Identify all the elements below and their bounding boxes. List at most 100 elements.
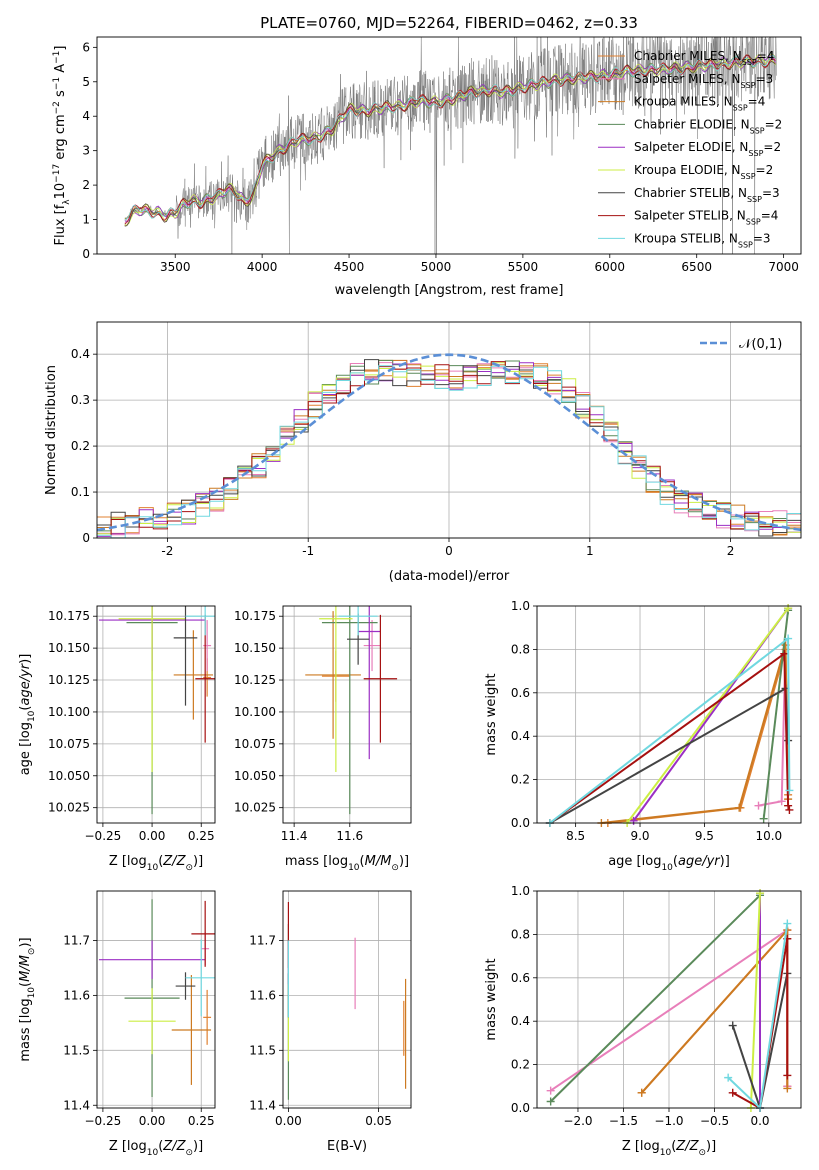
y-tick-label: 0.4 xyxy=(511,1014,530,1028)
legend-label-text: Chabrier MILES, N xyxy=(634,49,742,63)
label-part: )] xyxy=(706,1139,716,1154)
errorbar-chabrier-stelib xyxy=(173,606,198,706)
weight-marker xyxy=(783,1084,792,1093)
legend-label-sub: SSP xyxy=(746,217,761,226)
errorbar-kroupa-miles xyxy=(173,630,214,720)
y-axis-label: age [log10(age/yr)] xyxy=(18,654,37,776)
y-tick-label: 0.2 xyxy=(511,1058,530,1072)
plot-area-mass-vs-Z xyxy=(98,899,215,1098)
label-part: ⊙ xyxy=(27,948,37,956)
label-part: Z/Z xyxy=(162,1139,186,1154)
errorbar-kroupa-miles xyxy=(305,611,361,739)
y-tick-label: 0.8 xyxy=(511,642,530,656)
plot-area-age-vs-mass xyxy=(305,606,398,815)
label-part: mass [log xyxy=(285,854,348,869)
model-line-salpeter-stelib xyxy=(124,54,776,225)
y-tick-label: 10.175 xyxy=(234,609,276,623)
legend-label-text: Salpeter ELODIE, N xyxy=(634,140,748,154)
legend-label: Salpeter ELODIE, NSSP=2 xyxy=(634,140,781,158)
y-tick-label: 3 xyxy=(82,144,90,158)
weight-marker xyxy=(784,634,793,643)
label-part: ( xyxy=(18,982,33,987)
y-tick-label: 10.050 xyxy=(234,769,276,783)
weight-polyline xyxy=(626,607,789,824)
legend-label-text: Kroupa STELIB, N xyxy=(634,231,738,245)
x-tick-label: -1 xyxy=(302,544,314,558)
x-tick-label: 4500 xyxy=(334,260,365,274)
y-tick-label: 10.075 xyxy=(48,737,90,751)
histogram-kroupa-stelib xyxy=(97,365,801,538)
panel-mass-vs-EBV: 0.00 0.05 11.4 11.5 11.6 11.7 E(B-V) xyxy=(249,890,412,1154)
x-tick-label: −0.5 xyxy=(700,1114,729,1128)
x-tick-label: −1.5 xyxy=(609,1114,638,1128)
plot-area-mass-vs-EBV xyxy=(287,901,407,1100)
label-part: M/M xyxy=(18,955,33,982)
axes-frame xyxy=(96,605,216,824)
errorbar-salpeter-miles xyxy=(203,620,212,672)
y-tick-label: 10.125 xyxy=(48,673,90,687)
errorbar-kroupa-stelib xyxy=(185,606,215,636)
y-tick-label: 0.8 xyxy=(511,927,530,941)
legend-label-value: =4 xyxy=(748,95,766,109)
y-axis-label: mass weight xyxy=(484,958,499,1040)
y-tick-label: 0.3 xyxy=(71,393,90,407)
x-tick-label: 0 xyxy=(445,544,453,558)
y-tick-label: 11.7 xyxy=(63,933,90,947)
weight-polyline xyxy=(762,610,790,819)
legend-label-sub: SSP xyxy=(742,58,757,67)
legend-label-value: =2 xyxy=(763,140,781,154)
legend-label-text: Salpeter STELIB, N xyxy=(634,209,746,223)
y-tick-label: 10.050 xyxy=(48,769,90,783)
panel-age-vs-Z: −0.25 0.00 0.25 10.025 10.050 10.075 10.100 10.… xyxy=(18,605,216,873)
label-part: Z [log xyxy=(109,1139,147,1154)
x-axis-label: Z [log10(Z/Z⊙)] xyxy=(109,1139,203,1158)
y-tick-label: 4 xyxy=(82,109,90,123)
weight-marker xyxy=(728,1021,737,1030)
weight-marker xyxy=(783,1071,792,1080)
y-tick-label: 0.6 xyxy=(511,686,530,700)
weight-marker xyxy=(728,1088,737,1097)
legend-label-text: Kroupa MILES, N xyxy=(634,95,733,109)
label-part: Z [log xyxy=(622,1139,660,1154)
x-tick-label: 0.05 xyxy=(365,1114,392,1128)
legend-label-text: Salpeter MILES, N xyxy=(634,72,741,86)
label-part: E(B-V) xyxy=(327,1139,367,1154)
y-axis-label: mass weight xyxy=(484,673,499,755)
errorbar-chabrier-miles xyxy=(203,989,212,1045)
label-part: age [log xyxy=(608,854,661,869)
x-tick-label: 6500 xyxy=(681,260,712,274)
legend-label-sub: SSP xyxy=(750,126,765,135)
legend-label-normal: 𝒩(0,1) xyxy=(739,337,782,352)
weight-marker xyxy=(735,803,744,812)
x-tick-label: 9.5 xyxy=(695,829,714,843)
axes-frame xyxy=(282,890,412,1109)
label-part: mass [log xyxy=(18,998,33,1061)
label-part: ( xyxy=(673,854,678,869)
panel-spectrum: 3500 4000 4500 5000 5500 6000 6500 7000 0 1 2 3 4 5 6 w… xyxy=(52,36,802,298)
panel-residuals: -2 -1 0 1 2 0 0.1 0.2 0.3 0.4 (data-model)/error No… xyxy=(44,321,802,584)
label-part: A xyxy=(53,64,68,77)
y-tick-label: 0.6 xyxy=(511,971,530,985)
weight-polyline xyxy=(549,894,761,1103)
legend-label-value: =4 xyxy=(757,49,775,63)
legend-label: Salpeter MILES, NSSP=3 xyxy=(634,72,773,90)
x-tick-label: 5000 xyxy=(421,260,452,274)
panel-age-vs-mass: 11.4 11.6 10.025 10.050 10.075 10.100 10.125 10… xyxy=(234,605,412,873)
errorbar-kroupa-elodie xyxy=(319,606,353,772)
weight-marker xyxy=(546,1097,555,1106)
x-tick-label: 0.25 xyxy=(188,1114,215,1128)
label-part: −1 xyxy=(52,77,62,90)
legend-label: Kroupa ELODIE, NSSP=2 xyxy=(634,163,773,181)
plot-area-weight-vs-age xyxy=(545,604,794,827)
x-tick-label: −1.0 xyxy=(654,1114,683,1128)
errorbar-salpeter-stelib xyxy=(191,900,215,967)
x-tick-label: 1 xyxy=(586,544,594,558)
label-part: Z/Z xyxy=(162,854,186,869)
axes-frame xyxy=(536,605,802,824)
weight-marker xyxy=(783,919,792,928)
histogram-salpeter-stelib xyxy=(97,361,801,538)
x-tick-label: 0.00 xyxy=(139,1114,166,1128)
figure-title: PLATE=0760, MJD=52264, FIBERID=0462, z=0… xyxy=(260,14,638,32)
